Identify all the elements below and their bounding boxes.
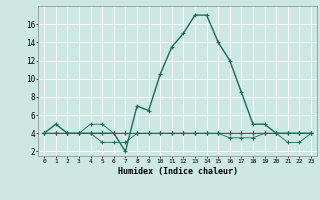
X-axis label: Humidex (Indice chaleur): Humidex (Indice chaleur): [118, 167, 238, 176]
